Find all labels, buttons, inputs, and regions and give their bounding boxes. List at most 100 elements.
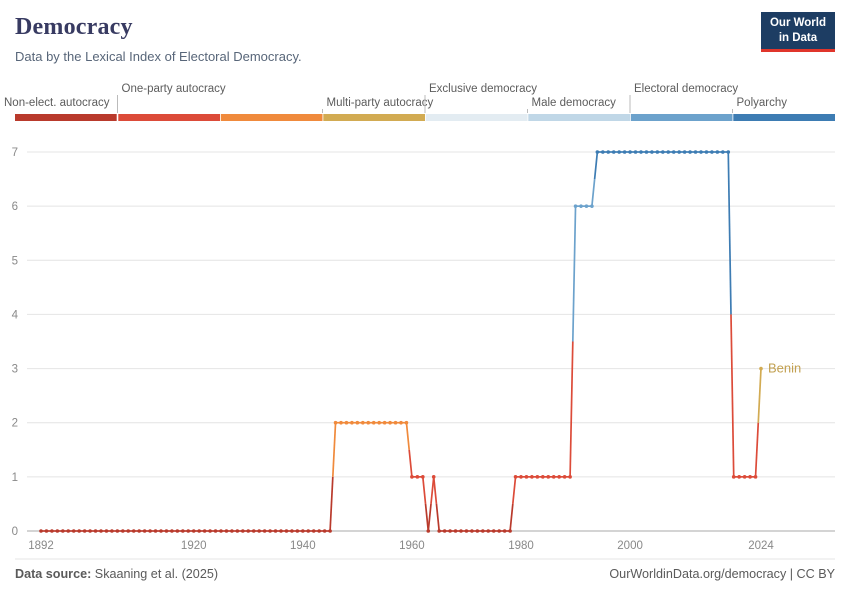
- data-point: [666, 150, 671, 154]
- credit-link[interactable]: OurWorldinData.org/democracy | CC BY: [609, 567, 835, 581]
- data-point: [573, 204, 578, 208]
- legend-bin-4[interactable]: [425, 114, 528, 121]
- data-point: [306, 529, 311, 533]
- data-point: [230, 529, 234, 533]
- series-segment: [430, 476, 435, 505]
- data-point: [224, 529, 229, 533]
- owid-logo[interactable]: Our World in Data: [760, 12, 835, 53]
- legend-bin-7[interactable]: [733, 114, 835, 121]
- legend-label[interactable]: Exclusive democracy: [429, 83, 537, 95]
- data-point: [448, 529, 452, 533]
- data-point: [208, 529, 212, 533]
- data-point: [44, 529, 49, 533]
- data-point: [350, 420, 354, 425]
- series-segment: [432, 476, 438, 505]
- y-tick-label-4: 4: [12, 309, 19, 321]
- x-tick-label-2000: 2000: [617, 540, 643, 552]
- data-point: [170, 529, 174, 533]
- data-point: [219, 529, 223, 533]
- data-point: [721, 150, 725, 154]
- data-point: [710, 150, 714, 154]
- y-tick-label-5: 5: [12, 255, 18, 267]
- data-point: [508, 529, 512, 533]
- legend-label[interactable]: Multi-party autocracy: [327, 97, 434, 109]
- legend-label[interactable]: Electoral democracy: [634, 83, 738, 95]
- data-point: [344, 420, 349, 425]
- legend-bin-2[interactable]: [220, 114, 323, 121]
- data-point: [181, 529, 185, 533]
- data-point: [742, 475, 747, 479]
- data-point: [753, 475, 758, 479]
- data-point: [410, 475, 414, 479]
- logo-line2: in Data: [778, 32, 818, 45]
- data-point: [546, 475, 551, 479]
- data-point: [202, 529, 207, 533]
- data-point: [175, 529, 180, 533]
- data-point: [737, 475, 741, 479]
- data-point: [197, 529, 201, 533]
- data-point: [317, 529, 321, 533]
- legend-label[interactable]: Non-elect. autocracy: [4, 97, 110, 109]
- y-tick-label-6: 6: [12, 201, 18, 213]
- legend-bin-6[interactable]: [630, 114, 733, 121]
- data-point: [715, 150, 720, 154]
- data-point: [137, 529, 141, 533]
- legend-bin-3[interactable]: [323, 114, 425, 121]
- legend-bin-5[interactable]: [528, 114, 630, 121]
- data-point: [431, 475, 436, 479]
- data-point: [55, 529, 60, 533]
- series-segment: [331, 422, 337, 477]
- data-point: [371, 420, 376, 425]
- entity-label: Benin: [768, 361, 801, 376]
- x-tick-label-1960: 1960: [399, 540, 425, 552]
- legend-label[interactable]: Polyarchy: [737, 97, 788, 109]
- legend-bin-0[interactable]: [15, 114, 117, 121]
- legend-bin-1[interactable]: [118, 114, 220, 121]
- series-segment: [754, 422, 760, 477]
- legend-label[interactable]: Male democracy: [532, 97, 617, 109]
- y-tick-label-2: 2: [12, 418, 18, 430]
- data-point: [491, 529, 496, 533]
- data-point: [481, 529, 485, 533]
- data-point: [115, 529, 120, 533]
- data-point: [241, 529, 245, 533]
- x-tick-label-2024: 2024: [748, 540, 774, 552]
- data-point: [611, 150, 616, 154]
- data-point: [159, 529, 163, 533]
- y-tick-label-0: 0: [12, 526, 18, 538]
- data-point: [595, 150, 600, 154]
- data-source-value: Skaaning et al. (2025): [91, 567, 219, 581]
- data-point: [688, 150, 692, 154]
- data-point: [590, 204, 594, 208]
- legend-label[interactable]: One-party autocracy: [122, 83, 226, 95]
- logo-line1: Our World: [769, 17, 826, 29]
- data-point: [399, 420, 403, 425]
- data-source-label: Data source:: [15, 567, 92, 581]
- data-point: [535, 475, 540, 479]
- data-point: [562, 475, 567, 479]
- data-point: [191, 529, 196, 533]
- data-point: [328, 529, 332, 533]
- data-point: [606, 150, 611, 154]
- series-segment: [435, 503, 441, 532]
- data-point: [235, 529, 240, 533]
- data-point: [524, 475, 529, 479]
- series-segment: [511, 476, 517, 505]
- data-point: [644, 150, 649, 154]
- data-point: [486, 529, 491, 533]
- data-point: [93, 529, 98, 533]
- series-segment: [424, 503, 430, 532]
- data-point: [355, 420, 360, 425]
- x-tick-label-1892: 1892: [28, 540, 54, 552]
- data-point: [475, 529, 480, 533]
- x-tick-label-1920: 1920: [181, 540, 207, 552]
- data-point: [82, 529, 87, 533]
- series-segment: [509, 503, 514, 532]
- data-point: [557, 475, 561, 479]
- data-point: [377, 420, 381, 425]
- data-point: [437, 529, 441, 533]
- data-point: [639, 150, 643, 154]
- data-point: [568, 475, 572, 479]
